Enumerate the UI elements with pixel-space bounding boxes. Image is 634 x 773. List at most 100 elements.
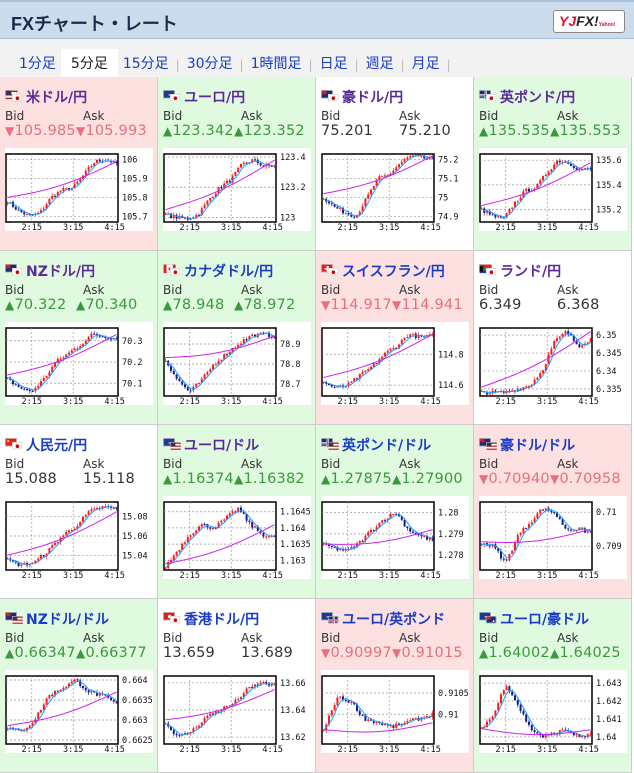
candle [259, 163, 262, 166]
candlestick-chart[interactable]: 13.66 13.64 13.62 2:15 3:15 4:15 [163, 670, 311, 755]
candlestick-chart[interactable]: 0.71 0.709 2:15 3:15 4:15 [479, 496, 627, 581]
pair-link[interactable]: ユーロ/円 [163, 87, 245, 107]
yjfx-logo[interactable]: YJFX!Yahoo! [553, 10, 625, 33]
plot-frame [5, 153, 119, 223]
candle [175, 733, 178, 736]
candle [192, 728, 195, 733]
candlestick-chart[interactable]: 78.9 78.8 78.7 2:15 3:15 4:15 [163, 322, 311, 407]
plot-frame [163, 153, 277, 223]
candlestick-chart[interactable]: 123.4 123.2 123 2:15 3:15 4:15 [163, 148, 311, 233]
bid-label: Bid [321, 631, 341, 645]
pair-link[interactable]: 米ドル/円 [5, 87, 87, 107]
candlestick-chart[interactable]: 6.35 6.345 6.34 6.335 2:15 3:15 4:15 [479, 322, 627, 407]
ask-label: Ask [399, 631, 421, 645]
ask-label: Ask [241, 283, 263, 297]
bid-price: 135.535 [488, 123, 550, 139]
pair-link[interactable]: ユーロ/豪ドル [479, 609, 589, 629]
candle [172, 555, 175, 561]
tab-1[interactable]: 5分足 [60, 49, 118, 80]
ma-short-line [323, 155, 433, 217]
candle [226, 706, 228, 708]
candle [242, 693, 245, 698]
pair-name: 香港ドル/円 [184, 612, 260, 628]
candle [550, 169, 553, 172]
candle [12, 560, 14, 562]
candle [514, 695, 516, 701]
candle [42, 704, 45, 711]
pair-link[interactable]: カナダドル/円 [163, 261, 273, 281]
candle [20, 387, 23, 389]
candle [575, 340, 578, 345]
candle [486, 392, 488, 395]
candle [395, 167, 398, 171]
chart-svg: 1.643 1.642 1.641 1.64 2:15 3:15 4:15 [479, 675, 622, 755]
pair-link[interactable]: 豪ドル/ドル [479, 435, 575, 455]
candlestick-chart[interactable]: 70.3 70.2 70.1 2:15 3:15 4:15 [5, 322, 153, 407]
arrow-up-icon: ▲ [550, 646, 560, 660]
tab-4[interactable]: 1時間足 [250, 56, 302, 72]
candlestick-chart[interactable]: 1.643 1.642 1.641 1.64 2:15 3:15 4:15 [479, 670, 627, 755]
candle [330, 546, 333, 548]
pair-link[interactable]: NZドル/円 [5, 261, 95, 281]
flag-jp-icon [12, 442, 23, 450]
candle [417, 534, 420, 536]
candle [206, 200, 209, 205]
pair-link[interactable]: 豪ドル/円 [321, 87, 403, 107]
pair-link[interactable]: ユーロ/英ポンド [321, 609, 445, 629]
pair-link[interactable]: NZドル/ドル [5, 609, 109, 629]
candle [214, 364, 217, 366]
candlestick-chart[interactable]: 1.1645 1.164 1.1635 1.163 2:15 3:15 4:15 [163, 496, 311, 581]
candlestick-chart[interactable]: 114.8 114.6 2:15 3:15 4:15 [321, 322, 469, 407]
candle [581, 527, 584, 529]
pair-link[interactable]: ランド/円 [479, 261, 561, 281]
flag-us-icon [328, 442, 339, 450]
candle [414, 532, 417, 535]
candle [333, 204, 336, 207]
candlestick-chart[interactable]: 1.28 1.279 1.278 2:15 3:15 4:15 [321, 496, 469, 581]
candle [28, 389, 31, 392]
pair-link[interactable]: 香港ドル/円 [163, 609, 259, 629]
pair-link[interactable]: ユーロ/ドル [163, 435, 259, 455]
pair-link[interactable]: 英ポンド/円 [479, 87, 575, 107]
pair-link[interactable]: スイスフラン/円 [321, 261, 445, 281]
candle [364, 714, 367, 721]
tab-0[interactable]: 1分足 [19, 56, 56, 72]
candlestick-chart[interactable]: 75.2 75.1 75 74.9 2:15 3:15 4:15 [321, 148, 469, 233]
x-tick-label: 3:15 [379, 745, 399, 753]
arrow-up-icon: ▲ [234, 124, 244, 138]
x-tick-label: 4:15 [420, 223, 440, 231]
ask-value: ▼0.70958 [550, 471, 621, 487]
tab-5[interactable]: 日足 [319, 56, 348, 72]
candle [245, 513, 248, 521]
candle [12, 379, 14, 385]
pair-link[interactable]: 人民元/円 [5, 435, 87, 455]
pair-link[interactable]: 英ポンド/ドル [321, 435, 431, 455]
candle [516, 534, 519, 543]
bid-value: ▲123.342 [163, 123, 234, 139]
candlestick-chart[interactable]: 106 105.9 105.8 105.7 2:15 3:15 4:15 [5, 148, 153, 233]
candlestick-chart[interactable]: 0.9105 0.91 2:15 3:15 4:15 [321, 670, 469, 755]
candlestick-chart[interactable]: 15.08 15.06 15.04 2:15 3:15 4:15 [5, 496, 153, 581]
candle [240, 507, 242, 513]
candlestick-chart[interactable]: 135.6 135.4 135.2 2:15 3:15 4:15 [479, 148, 627, 233]
candle [251, 521, 254, 528]
candle [403, 159, 406, 162]
candle [502, 558, 505, 560]
candle [581, 345, 584, 348]
tab-3[interactable]: 30分足 [186, 56, 233, 72]
candle [502, 217, 505, 219]
candle [389, 349, 392, 351]
y-tick-label: 78.9 [280, 340, 300, 350]
tab-2[interactable]: 15分足 [122, 56, 169, 72]
x-tick-label: 3:15 [221, 571, 241, 579]
candle [516, 200, 519, 202]
candlestick-chart[interactable]: 0.664 0.6635 0.663 0.6625 2:15 3:15 4:15 [5, 670, 153, 755]
candle [181, 381, 184, 385]
candle [262, 532, 265, 537]
candle [195, 383, 198, 387]
candle [87, 167, 90, 171]
candle [344, 700, 347, 702]
tab-6[interactable]: 週足 [365, 56, 394, 72]
candle [93, 333, 96, 335]
tab-7[interactable]: 月足 [411, 56, 440, 72]
